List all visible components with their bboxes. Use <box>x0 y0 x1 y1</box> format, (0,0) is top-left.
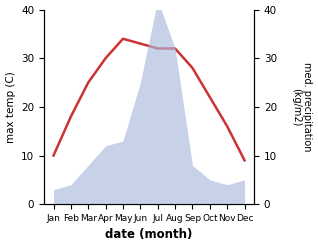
X-axis label: date (month): date (month) <box>105 228 193 242</box>
Y-axis label: max temp (C): max temp (C) <box>5 71 16 143</box>
Y-axis label: med. precipitation
(kg/m2): med. precipitation (kg/m2) <box>291 62 313 152</box>
